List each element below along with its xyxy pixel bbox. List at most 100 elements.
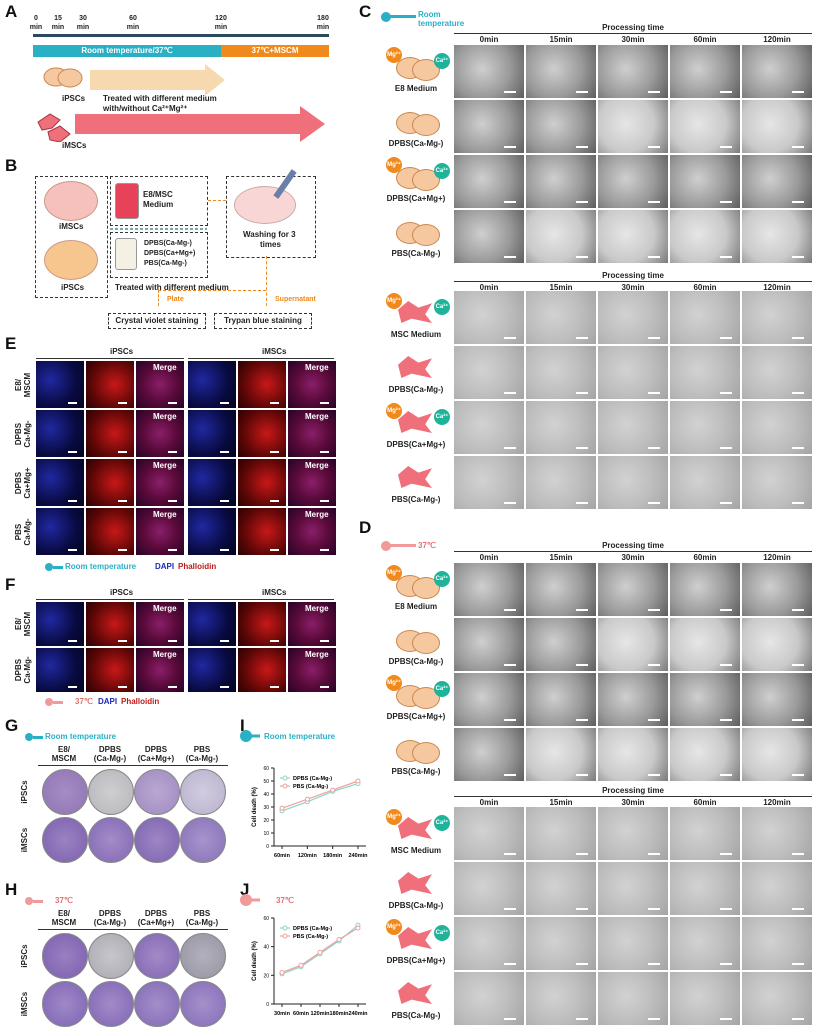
c-top-image-r2-c1 [526,155,596,208]
c-top-scalebar-r2-c2 [648,201,660,203]
d-bottom-header: Processing time [602,786,664,795]
e-scalebar-r1-c1 [118,451,127,453]
d-bottom-scalebar-r2-c2 [648,963,660,965]
e-merge-label-r2-c5: Merge [305,461,329,470]
row-label-line1: DPBS [14,422,23,445]
h-well-r0-c0 [42,933,88,979]
medium-box [110,176,208,226]
f-merge-label-r0-c5: Merge [305,604,329,613]
d-top-ipsc-icon-b-0 [412,577,440,599]
c-top-time-2: 30min [621,35,645,44]
c-bottom-image-r0-c3 [670,291,740,344]
h-row-label-0: iPSCs [20,944,29,968]
d-top-image-r0-c1 [526,563,596,616]
plate-label: Plate [167,296,184,303]
c-bottom-image-r1-c4 [742,346,812,399]
row-label-line2: Ca-Mg- [23,656,32,684]
f-merge-label-r1-c2: Merge [153,650,177,659]
d-bottom-image-r0-c0 [454,807,524,860]
e-scalebar-r2-c3 [220,500,229,502]
d-bottom-scalebar-r3-c0 [504,1018,516,1020]
d-bottom-image-r0-c4 [742,807,812,860]
legend-bar [250,898,260,902]
e-ipsc-rule [36,358,184,359]
e-merge-label-r0-c5: Merge [305,363,329,372]
d-bottom-scalebar-r3-c4 [792,1018,804,1020]
c-top-image-r0-c1 [526,45,596,98]
d-top-ca-icon-0: Ca²⁺ [434,571,450,587]
c-top-mg-icon-2: Mg²⁺ [386,157,402,173]
e-legend-icon [45,563,53,571]
e-image-r1-c0 [36,410,84,457]
f-image-r1-c0 [36,648,84,692]
e-merge-label-r3-c5: Merge [305,510,329,519]
e-scalebar-r3-c3 [220,549,229,551]
panel-label-j: J [240,880,250,899]
f-image-r1-c3 [188,648,236,692]
d-top-image-r2-c4 [742,673,812,726]
c-top-ipsc-icon-b-0 [412,59,440,81]
c-bottom-row-label-1: DPBS(Ca-Mg-) [388,385,444,394]
e-image-r0-c2 [136,361,184,408]
d-bottom-time-1: 15min [549,798,573,807]
series-1-point-0 [279,969,285,975]
col-header-line2: (Ca-Mg-) [93,754,127,763]
d-bottom-image-r2-c0 [454,917,524,970]
e-scalebar-r1-c5 [320,451,329,453]
c-bottom-time-4: 120min [763,283,791,292]
e-scalebar-r1-c3 [220,451,229,453]
d-top-image-r3-c4 [742,728,812,781]
c-bottom-scalebar-r0-c2 [648,337,660,339]
legend-label-0: DPBS (Ca-Mg-) [293,926,332,932]
col-header-line1: PBS [193,909,211,918]
panel-label-c: C [359,2,372,21]
c-top-image-r0-c3 [670,45,740,98]
e-scalebar-r1-c0 [68,451,77,453]
c-top-image-r2-c2 [598,155,668,208]
treat-line1: Treated with different medium [103,94,217,103]
ipsc-dish-icon [44,240,98,280]
e-row-label-2: DPBS Ca+Mg+ [14,459,34,507]
c-bottom-image-r3-c3 [670,456,740,509]
d-top-scalebar-r3-c3 [720,774,732,776]
h-legend-icon [25,897,33,905]
c-bottom-time-1: 15min [549,283,573,292]
d-top-image-r0-c4 [742,563,812,616]
e-image-r2-c5 [288,459,336,506]
ipsc-cell-icon [43,67,83,88]
x-tick-label-0: 30min [274,1011,291,1017]
f-image-r1-c2 [136,648,184,692]
g-col-header-0: E8/MSCM [38,745,90,763]
e-scalebar-r2-c5 [320,500,329,502]
y-tick-label-3: 60 [263,916,269,922]
c-top-row-label-0: E8 Medium [394,84,438,93]
x-tick-label-2: 120min [311,1011,331,1017]
e-imsc-rule [188,358,334,359]
y-tick-label-3: 30 [263,805,269,811]
e-scalebar-r3-c5 [320,549,329,551]
supernatant-label: Supernatant [275,296,316,303]
buffer-1: DPBS(Ca-Mg-) [144,240,192,247]
c-bottom-image-r1-c0 [454,346,524,399]
legend-marker-1 [282,933,288,939]
d-bottom-row-label-2: DPBS(Ca+Mg+) [386,956,446,965]
c-top-scalebar-r2-c0 [504,201,516,203]
f-legend: 37℃ [75,697,93,706]
c-bottom-image-r1-c2 [598,346,668,399]
d-bottom-mg-icon-0: Mg²⁺ [386,809,402,825]
c-top-scalebar-r3-c2 [648,256,660,258]
d-bottom-imsc-icon-2 [398,927,432,949]
d-top-image-r2-c0 [454,673,524,726]
e-merge-label-r1-c5: Merge [305,412,329,421]
d-bottom-scalebar-r0-c4 [792,853,804,855]
c-top-scalebar-r2-c1 [576,201,588,203]
x-tick-label-4: 240min [349,1011,369,1017]
c-bottom-scalebar-r3-c0 [504,502,516,504]
c-top-scalebar-r1-c4 [792,146,804,148]
c-bottom-image-r2-c1 [526,401,596,454]
cells-box [35,176,108,298]
f-imsc-rule [188,599,334,600]
e-image-r1-c5 [288,410,336,457]
legend-label-1: PBS (Ca-Mg-) [293,934,328,940]
c-top-mg-icon-0: Mg²⁺ [386,47,402,63]
